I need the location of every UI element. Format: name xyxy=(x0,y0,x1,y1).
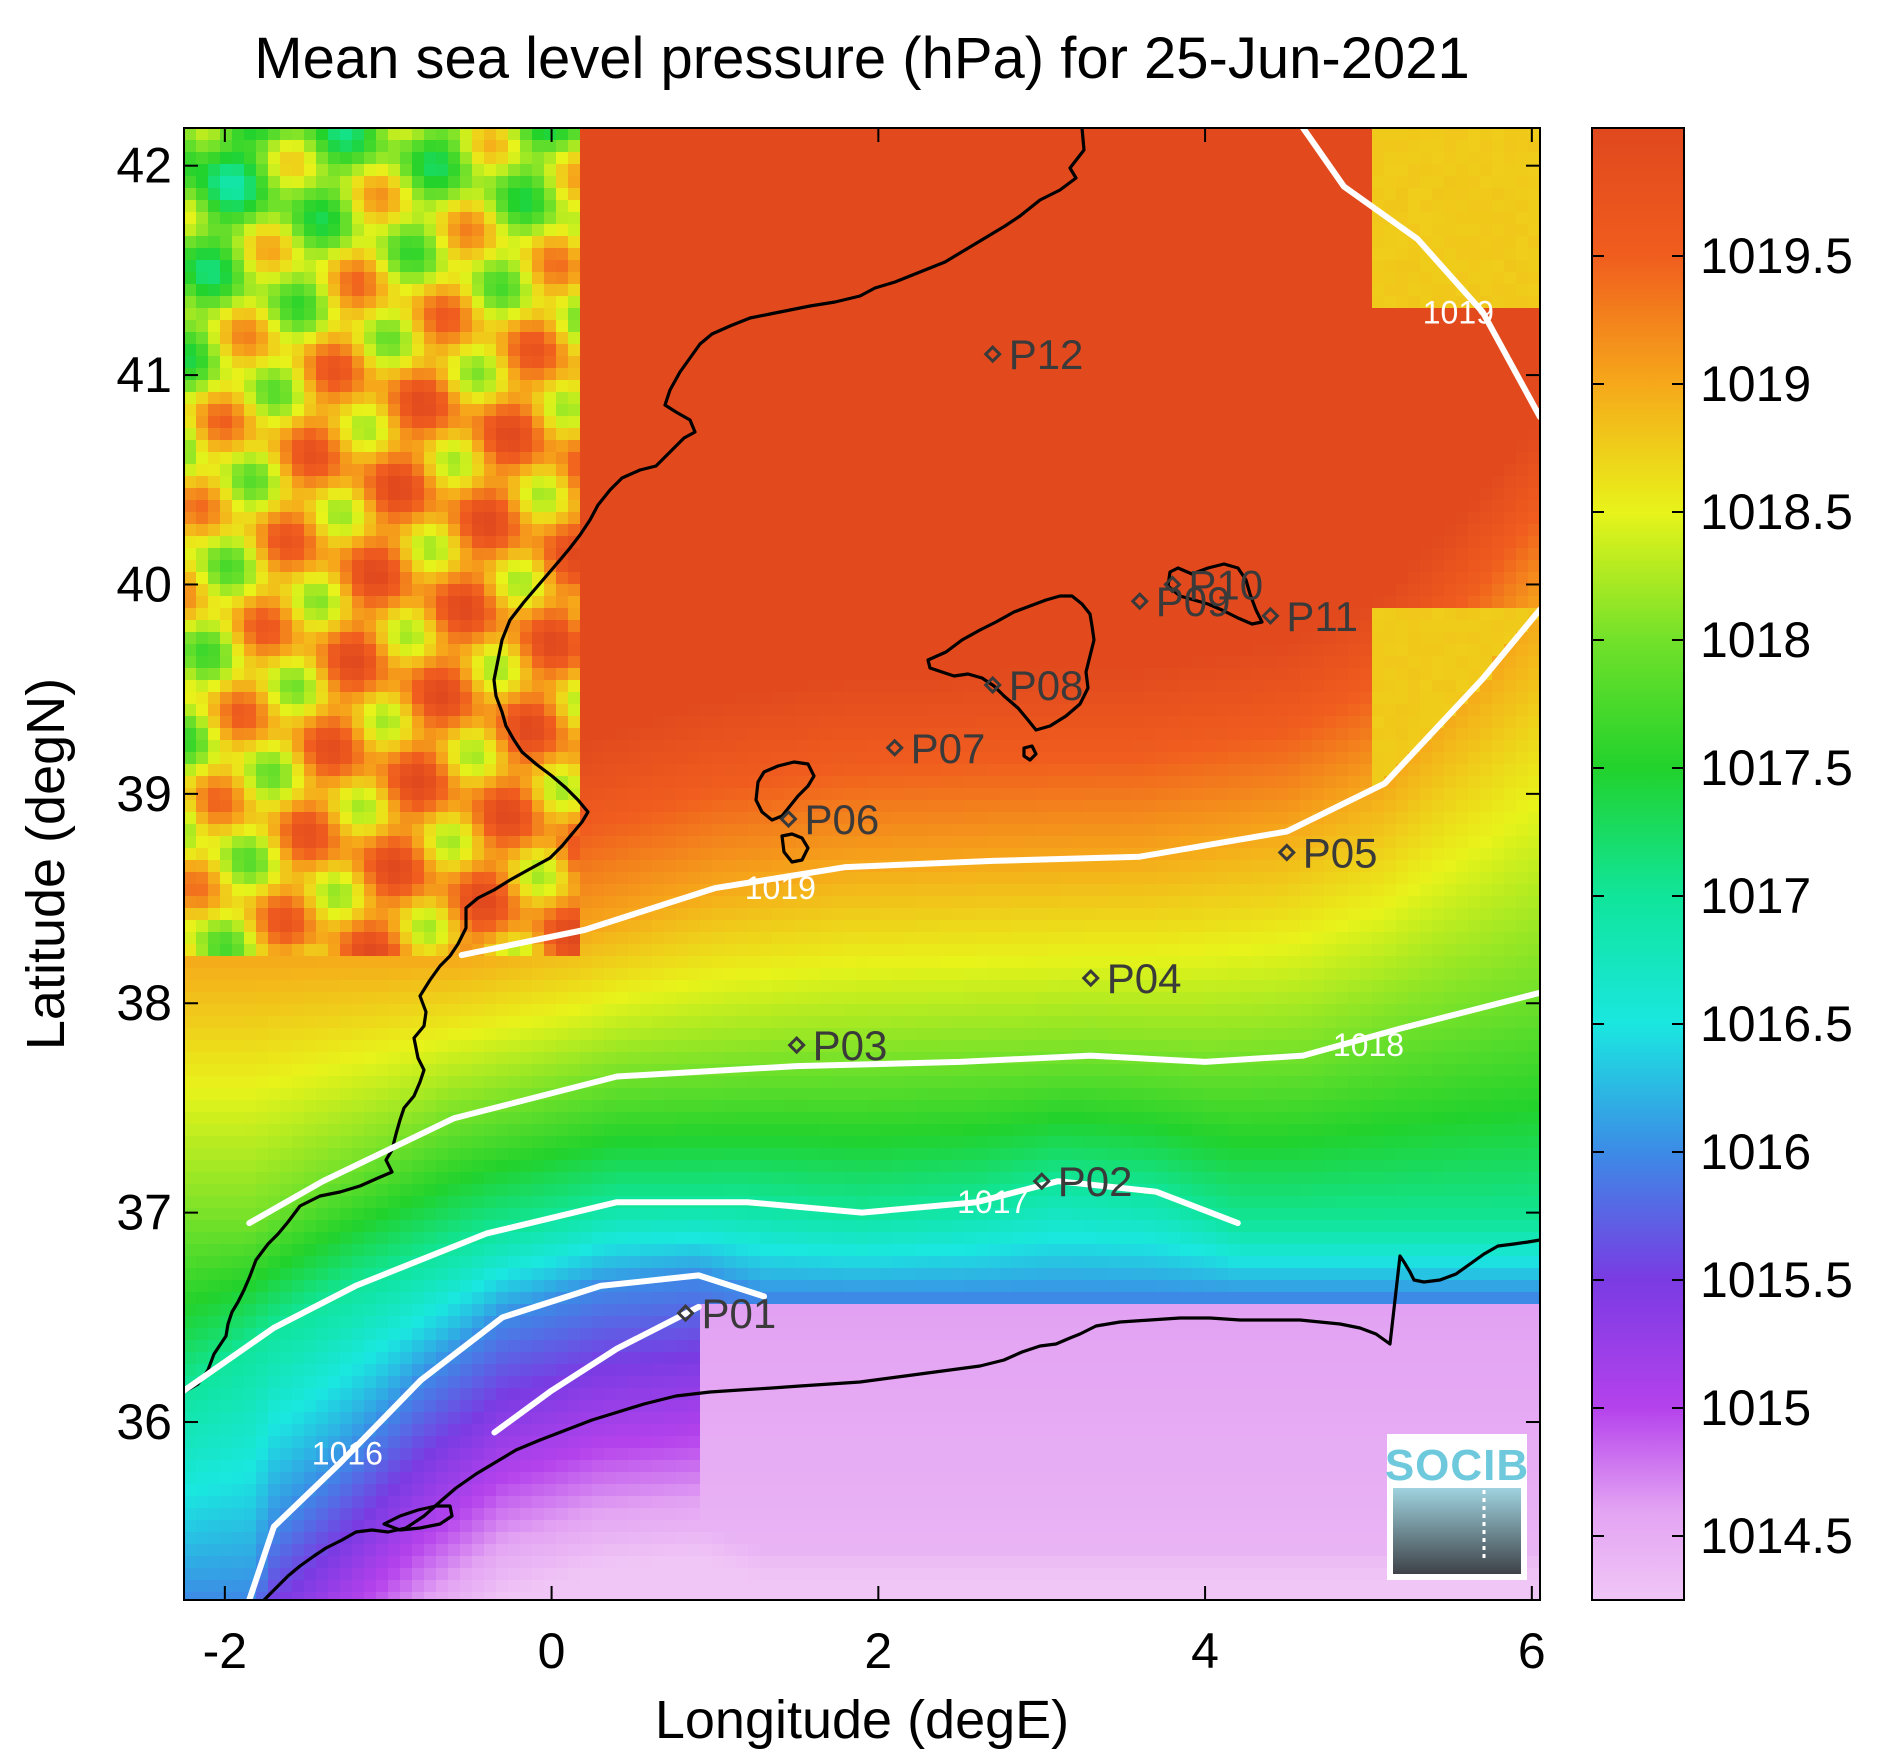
x-tick-label: -2 xyxy=(203,1623,247,1679)
station-label: P05 xyxy=(1303,829,1378,876)
colorbar-tick-label: 1017 xyxy=(1700,868,1811,924)
colorbar-tick-label: 1016 xyxy=(1700,1124,1811,1180)
map-plot-area: 1016 1017 1018 1019 1019 P01 P02 P03 P04 P05 P06 P… xyxy=(184,128,1541,1605)
colorbar-gradient xyxy=(1592,128,1684,1600)
isobar-label: 1016 xyxy=(312,1435,383,1471)
x-tick-label: 0 xyxy=(538,1623,566,1679)
y-tick-label: 36 xyxy=(116,1394,172,1450)
y-tick-label: 39 xyxy=(116,766,172,822)
y-tick-label: 42 xyxy=(116,138,172,194)
station-label: P08 xyxy=(1009,662,1084,709)
isobar-label: 1019 xyxy=(1423,294,1494,330)
pressure-map-figure: Mean sea level pressure (hPa) for 25-Jun… xyxy=(0,0,1904,1758)
x-axis-label: Longitude (degE) xyxy=(655,1690,1069,1750)
station-label: P01 xyxy=(702,1290,777,1337)
x-tick-label: 4 xyxy=(1191,1623,1219,1679)
station-label: P07 xyxy=(911,725,986,772)
station-label: P04 xyxy=(1107,955,1182,1002)
station-label: P11 xyxy=(1286,593,1358,640)
colorbar-tick-label: 1018.5 xyxy=(1700,484,1853,540)
colorbar-tick-label: 1014.5 xyxy=(1700,1508,1853,1564)
colorbar-tick-label: 1018 xyxy=(1700,612,1811,668)
isobar-label: 1018 xyxy=(1333,1027,1404,1063)
colorbar-tick-label: 1015.5 xyxy=(1700,1252,1853,1308)
y-tick-label: 38 xyxy=(116,975,172,1031)
socib-logo: SOCIB xyxy=(1385,1436,1529,1578)
colorbar-tick-label: 1017.5 xyxy=(1700,740,1853,796)
chart-title: Mean sea level pressure (hPa) for 25-Jun… xyxy=(254,26,1469,91)
logo-text: SOCIB xyxy=(1385,1441,1529,1490)
y-tick-label: 40 xyxy=(116,556,172,612)
isobar-label: 1017 xyxy=(957,1184,1028,1220)
station-label: P10 xyxy=(1188,561,1263,608)
colorbar-tick-label: 1019 xyxy=(1700,356,1811,412)
x-tick-label: 2 xyxy=(864,1623,892,1679)
station-label: P06 xyxy=(804,796,879,843)
colorbar-tick-label: 1016.5 xyxy=(1700,996,1853,1052)
x-tick-label: 6 xyxy=(1518,1623,1546,1679)
colorbar: 1014.5 1015 1015.5 1016 1016.5 1017 1017.5 1018… xyxy=(1592,128,1853,1600)
station-label: P02 xyxy=(1058,1158,1133,1205)
station-label: P12 xyxy=(1009,331,1084,378)
y-tick-label: 41 xyxy=(116,347,172,403)
colorbar-tick-label: 1015 xyxy=(1700,1380,1811,1436)
station-label: P03 xyxy=(813,1022,888,1069)
isobar-label: 1019 xyxy=(745,870,816,906)
colorbar-tick-label: 1019.5 xyxy=(1700,228,1853,284)
y-tick-label: 37 xyxy=(116,1185,172,1241)
y-axis-label: Latitude (degN) xyxy=(16,678,76,1050)
